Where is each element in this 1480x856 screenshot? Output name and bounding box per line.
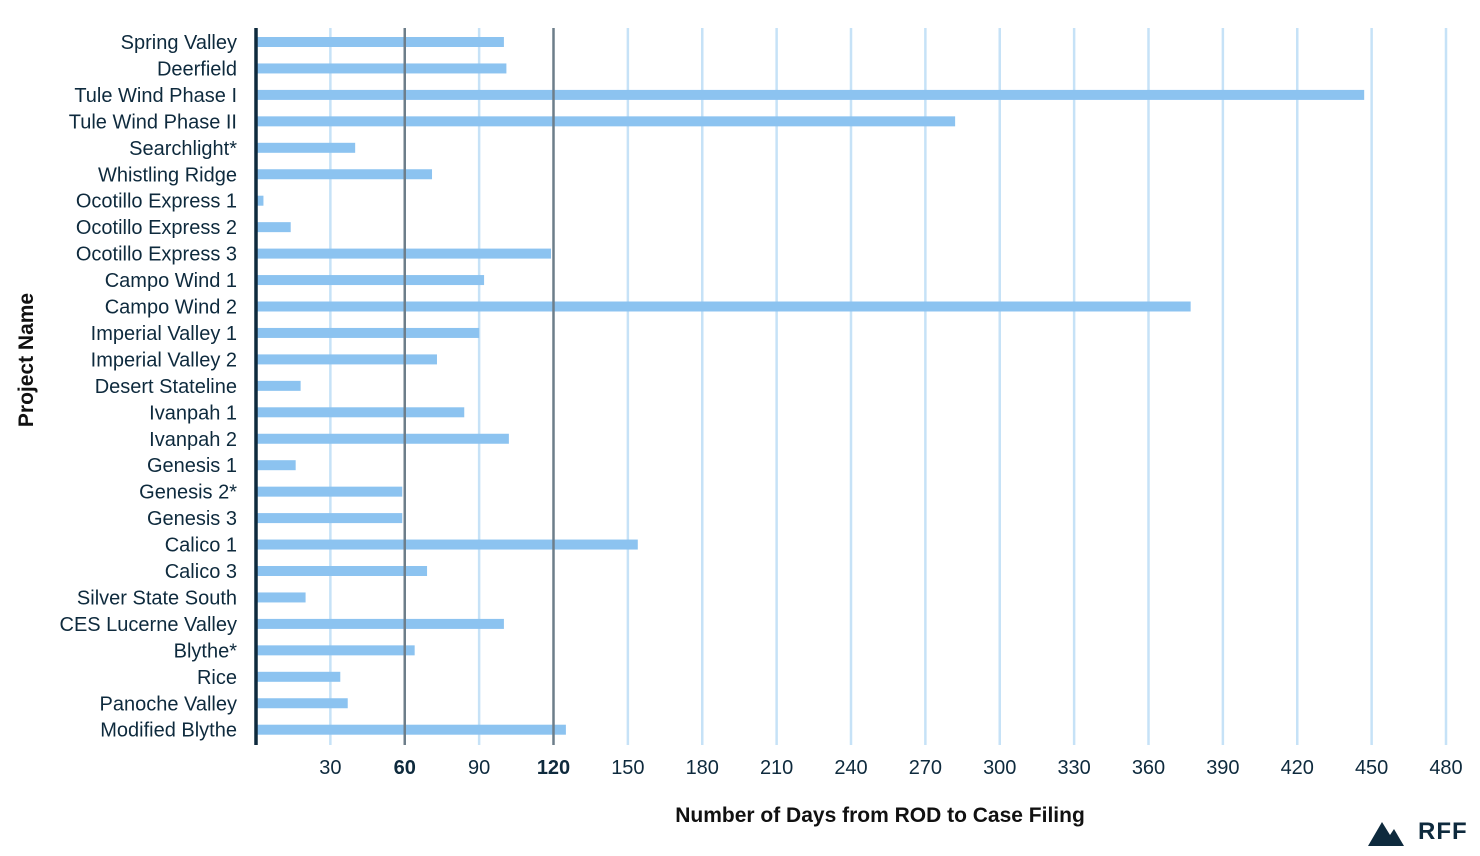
bar: [256, 698, 348, 709]
bar: [256, 407, 465, 418]
x-tick-label: 390: [1206, 757, 1239, 779]
x-axis-title: Number of Days from ROD to Case Filing: [675, 804, 1085, 827]
y-axis-title: Project Name: [15, 293, 38, 427]
category-label: Calico 1: [165, 535, 237, 557]
x-tick-label: 210: [760, 757, 793, 779]
bar: [256, 89, 1365, 100]
reference-lines: [403, 28, 555, 745]
category-label: Tule Wind Phase I: [74, 85, 237, 107]
x-tick-label: 30: [319, 757, 341, 779]
x-tick-label: 240: [834, 757, 867, 779]
bar: [256, 671, 341, 682]
category-label: Silver State South: [77, 587, 237, 609]
x-tick-labels: 30 60 90 120 150 180 210 240 270 300 330 360 390 420 4…: [319, 757, 1462, 779]
bar: [256, 539, 638, 550]
bar: [256, 169, 433, 180]
bar: [256, 301, 1191, 312]
logo-text: RFF: [1418, 818, 1468, 845]
bar: [256, 142, 356, 153]
bar: [256, 63, 507, 74]
x-tick-label: 300: [983, 757, 1016, 779]
category-label: Genesis 1: [147, 455, 237, 477]
category-label: Blythe*: [174, 640, 238, 662]
x-tick-label: 420: [1281, 757, 1314, 779]
category-label: Rice: [197, 667, 237, 689]
mountain-logo-icon: [1368, 822, 1404, 846]
category-label: Whistling Ridge: [98, 164, 237, 186]
category-label: Genesis 3: [147, 508, 237, 530]
bar: [256, 513, 403, 524]
x-tick-label: 120: [537, 757, 570, 779]
category-label: Searchlight*: [129, 138, 237, 160]
category-label: Imperial Valley 2: [91, 349, 237, 371]
bar: [256, 486, 403, 497]
category-label: Campo Wind 2: [105, 297, 237, 319]
category-labels: Spring Valley Deerfield Tule Wind Phase I T…: [60, 32, 238, 742]
category-label: Ivanpah 2: [149, 429, 237, 451]
x-tick-label: 360: [1132, 757, 1165, 779]
bar: [256, 380, 301, 391]
x-tick-label: 330: [1057, 757, 1090, 779]
category-label: Panoche Valley: [100, 693, 238, 715]
gridlines: [329, 28, 1448, 745]
bar: [256, 592, 306, 603]
category-label: Deerfield: [157, 58, 237, 80]
bar: [256, 566, 428, 576]
x-tick-label: 180: [686, 757, 719, 779]
category-label: CES Lucerne Valley: [60, 614, 238, 636]
bars: [256, 37, 1365, 735]
category-label: Imperial Valley 1: [91, 323, 237, 345]
bar: [256, 37, 504, 47]
category-label: Tule Wind Phase II: [69, 111, 237, 133]
bar: [256, 460, 296, 471]
bar: [256, 618, 504, 629]
bar: [256, 222, 291, 233]
category-label: Ivanpah 1: [149, 402, 237, 424]
category-label: Spring Valley: [121, 32, 237, 54]
x-tick-label: 60: [394, 757, 416, 779]
x-tick-label: 150: [611, 757, 644, 779]
x-tick-label: 90: [468, 757, 490, 779]
bar: [256, 433, 509, 444]
category-label: Modified Blythe: [100, 720, 237, 742]
bar: [256, 354, 437, 365]
bar: [256, 645, 415, 656]
x-tick-label: 480: [1429, 757, 1462, 779]
x-tick-label: 450: [1355, 757, 1388, 779]
bar: [256, 275, 485, 286]
bar: [256, 327, 480, 338]
category-label: Genesis 2*: [139, 482, 237, 504]
bar: [256, 195, 264, 206]
x-tick-label: 270: [909, 757, 942, 779]
category-label: Campo Wind 1: [105, 270, 237, 292]
bar: [256, 116, 956, 127]
bar: [256, 724, 566, 735]
category-label: Ocotillo Express 3: [76, 244, 237, 266]
rff-logo: RFF: [1368, 818, 1468, 846]
category-label: Desert Stateline: [95, 376, 237, 398]
category-label: Calico 3: [165, 561, 237, 583]
category-label: Ocotillo Express 1: [76, 191, 237, 213]
category-label: Ocotillo Express 2: [76, 217, 237, 239]
